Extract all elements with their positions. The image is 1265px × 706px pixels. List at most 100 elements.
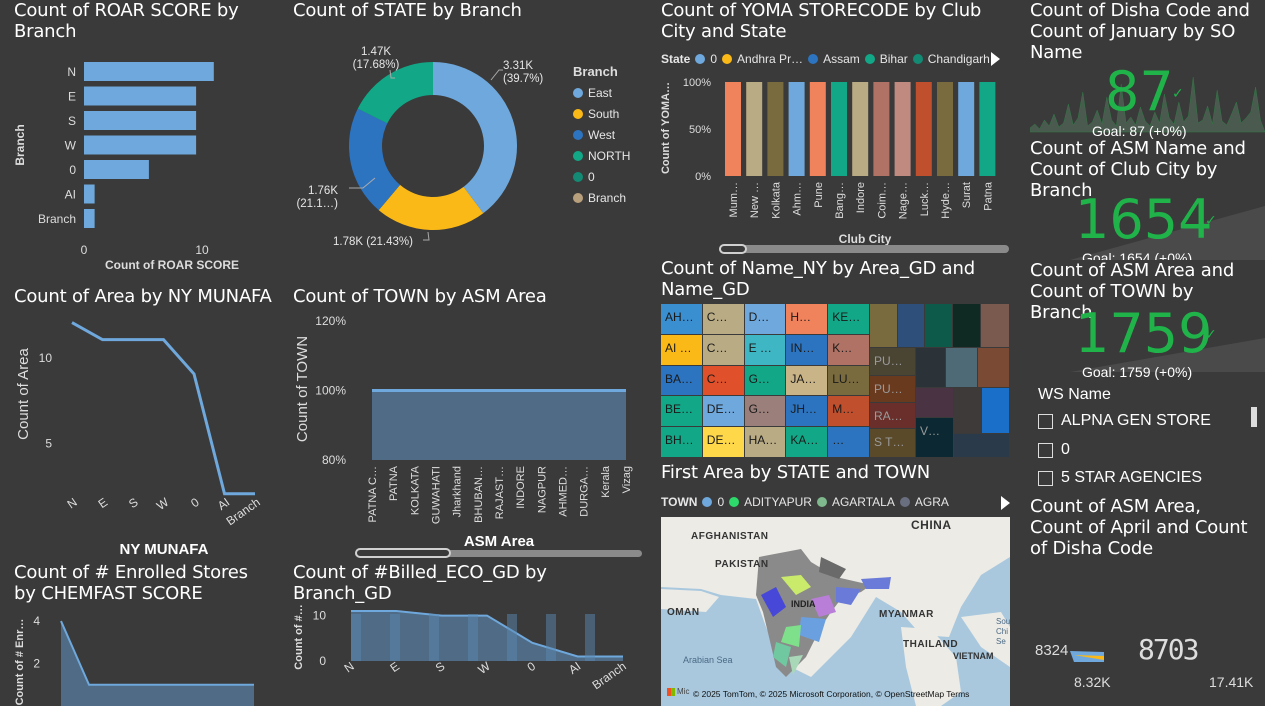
asm-april-visual[interactable]: Count of ASM Area, Count of April and Co… xyxy=(1030,496,1265,706)
first-area-visual[interactable]: First Area by STATE and TOWN TOWN 0 ADIT… xyxy=(661,462,1013,517)
treemap-cell[interactable] xyxy=(916,348,945,387)
treemap-cell[interactable]: AI … xyxy=(661,334,702,365)
treemap-cell[interactable]: S T… xyxy=(870,429,915,457)
town-scrollbar[interactable] xyxy=(355,550,642,557)
yoma-scrollbar[interactable] xyxy=(719,245,1009,253)
yoma-legend-item[interactable]: 0 xyxy=(710,52,718,66)
donut-legend-item[interactable]: East xyxy=(573,86,630,100)
treemap-cell[interactable] xyxy=(978,348,1009,387)
yoma-legend-item[interactable]: Andhra Pr… xyxy=(737,52,804,66)
first-area-legend-item[interactable]: AGRA xyxy=(914,495,949,509)
first-area-legend-item[interactable]: AGARTALA xyxy=(831,495,895,509)
town-category-label: AHMED… xyxy=(558,466,570,517)
ws-slicer-item[interactable]: ALPNA GEN STORE xyxy=(1038,412,1211,430)
treemap-cell[interactable]: … xyxy=(828,427,869,457)
billed-visual[interactable]: Count of #Billed_ECO_GD by Branch_GD 10 0… xyxy=(293,562,648,706)
yoma-category-label: Luck… xyxy=(919,182,931,216)
town-visual[interactable]: Count of TOWN by ASM Area 120% 100% 80% PAT… xyxy=(293,286,648,558)
kpi-disha-visual[interactable]: Count of Disha Code and Count of January… xyxy=(1030,0,1265,140)
enrolled-visual[interactable]: Count of # Enrolled Stores by CHEMFAST S… xyxy=(14,562,276,706)
treemap-visual[interactable]: Count of Name_NY by Area_GD and Name_GD … xyxy=(661,258,1013,458)
treemap-cell[interactable]: V… xyxy=(916,418,953,457)
ws-slicer-item[interactable]: 0 xyxy=(1038,441,1070,459)
checkbox[interactable] xyxy=(1038,413,1053,429)
treemap-cell[interactable] xyxy=(946,348,977,387)
yoma-legend-item[interactable]: Assam xyxy=(823,52,860,66)
treemap-cell[interactable]: BA… xyxy=(661,365,702,396)
town-y-axis-title: Count of TOWN xyxy=(294,336,311,442)
checkbox[interactable] xyxy=(1038,470,1053,486)
kpi-disha-value: 87 xyxy=(1105,60,1174,123)
state-donut-visual[interactable]: Count of STATE by Branch 3.31K (39.7%) 1.7… xyxy=(293,0,643,278)
yoma-legend-item[interactable]: Bihar xyxy=(879,52,908,66)
treemap-cell[interactable]: E … xyxy=(744,334,786,365)
donut-legend-item[interactable]: South xyxy=(573,107,630,121)
treemap-cell[interactable]: IN… xyxy=(786,334,828,365)
treemap-cell[interactable] xyxy=(870,304,897,347)
roar-category-label: S xyxy=(68,114,76,128)
first-area-legend-item[interactable]: 0 xyxy=(717,495,725,509)
treemap-cell[interactable]: M… xyxy=(828,396,869,427)
map-label: OMAN xyxy=(667,607,700,618)
treemap-cell[interactable]: KE… xyxy=(828,304,869,334)
area-line-visual[interactable]: Count of Area by NY MUNAFA 10 5 N E S W 0 AI Bra… xyxy=(14,286,276,558)
kpi-asm-area-visual[interactable]: Count of ASM Area and Count of TOWN by B… xyxy=(1030,260,1265,385)
treemap-cell[interactable] xyxy=(925,304,952,347)
roar-tick-label: 10 xyxy=(195,243,209,257)
treemap-cell[interactable]: BE… xyxy=(661,396,702,427)
treemap-cell[interactable] xyxy=(981,304,1009,347)
yoma-bar xyxy=(958,82,975,176)
treemap-cell[interactable]: LU… xyxy=(828,365,869,396)
treemap-cell[interactable]: AH… xyxy=(661,304,702,334)
roar-category-label: E xyxy=(68,90,76,104)
treemap-cell[interactable]: G… xyxy=(744,365,786,396)
kpi-asm-name-visual[interactable]: Count of ASM Name and Count of Club City… xyxy=(1030,138,1265,260)
treemap-cell[interactable]: JA… xyxy=(786,365,828,396)
yoma-legend-title: State xyxy=(661,52,691,66)
checkbox[interactable] xyxy=(1038,442,1053,458)
treemap-cell[interactable]: K… xyxy=(828,334,869,365)
donut-legend-item[interactable]: NORTH xyxy=(573,149,630,163)
treemap-cell[interactable]: PU… xyxy=(870,348,915,375)
treemap-cell[interactable]: C… xyxy=(702,365,744,396)
ws-slicer-item[interactable]: 5 STAR AGENCIES xyxy=(1038,469,1202,487)
first-area-legend-item[interactable]: ADITYAPUR xyxy=(744,495,812,509)
map-attribution[interactable]: © 2025 TomTom, © 2025 Microsoft Corporat… xyxy=(693,689,970,699)
treemap-cell[interactable] xyxy=(954,434,1009,457)
microsoft-logo-text: Mic xyxy=(677,687,690,696)
donut-legend-item[interactable]: Branch xyxy=(573,191,630,205)
treemap-cell[interactable]: KA… xyxy=(786,427,828,457)
treemap-cell[interactable] xyxy=(982,388,1009,433)
ws-slicer-scrollbar[interactable] xyxy=(1251,407,1257,427)
treemap-cell[interactable] xyxy=(953,304,980,347)
treemap-cell[interactable]: JH… xyxy=(786,396,828,427)
yoma-scrollbar-thumb[interactable] xyxy=(719,244,747,254)
roar-x-axis-title: Count of ROAR SCORE xyxy=(105,258,239,272)
yoma-legend-next-arrow[interactable] xyxy=(991,52,1000,66)
donut-leader-line xyxy=(349,177,376,189)
roar-visual[interactable]: Count of ROAR SCORE by Branch N E S W 0 AI Bra… xyxy=(14,0,276,278)
treemap-cell[interactable]: H… xyxy=(786,304,828,334)
treemap-cell[interactable]: D… xyxy=(744,304,786,334)
town-scrollbar-thumb[interactable] xyxy=(355,548,451,558)
treemap-cell[interactable]: DE… xyxy=(702,396,744,427)
treemap-cell[interactable]: HA… xyxy=(744,427,786,457)
yoma-legend: State 0 Andhra Pr… Assam Bihar Chandigar… xyxy=(661,52,990,66)
treemap-cell[interactable]: BH… xyxy=(661,427,702,457)
first-area-legend-next-arrow[interactable] xyxy=(1001,496,1010,510)
area-line-category-label: AI xyxy=(215,495,232,513)
treemap-cell[interactable] xyxy=(898,304,924,347)
treemap-cell[interactable]: PU… xyxy=(870,376,915,402)
treemap-cell[interactable]: C… xyxy=(702,334,744,365)
treemap-cell[interactable]: RA… xyxy=(870,403,915,428)
treemap-cell[interactable]: DE… xyxy=(702,427,744,457)
yoma-legend-item[interactable]: Chandigarh xyxy=(927,52,990,66)
treemap-cell[interactable] xyxy=(916,388,953,417)
donut-legend-item[interactable]: West xyxy=(573,128,630,142)
treemap-cell[interactable]: G… xyxy=(744,396,786,427)
donut-legend-item[interactable]: 0 xyxy=(573,170,630,184)
treemap-cell[interactable] xyxy=(954,388,981,433)
treemap-cell[interactable]: C… xyxy=(702,304,744,334)
india-map[interactable]: AFGHANISTAN CHINA PAKISTAN INDIA OMAN MY… xyxy=(661,517,1010,706)
yoma-visual[interactable]: Count of YOMA STORECODE by Club City and… xyxy=(661,0,1013,258)
